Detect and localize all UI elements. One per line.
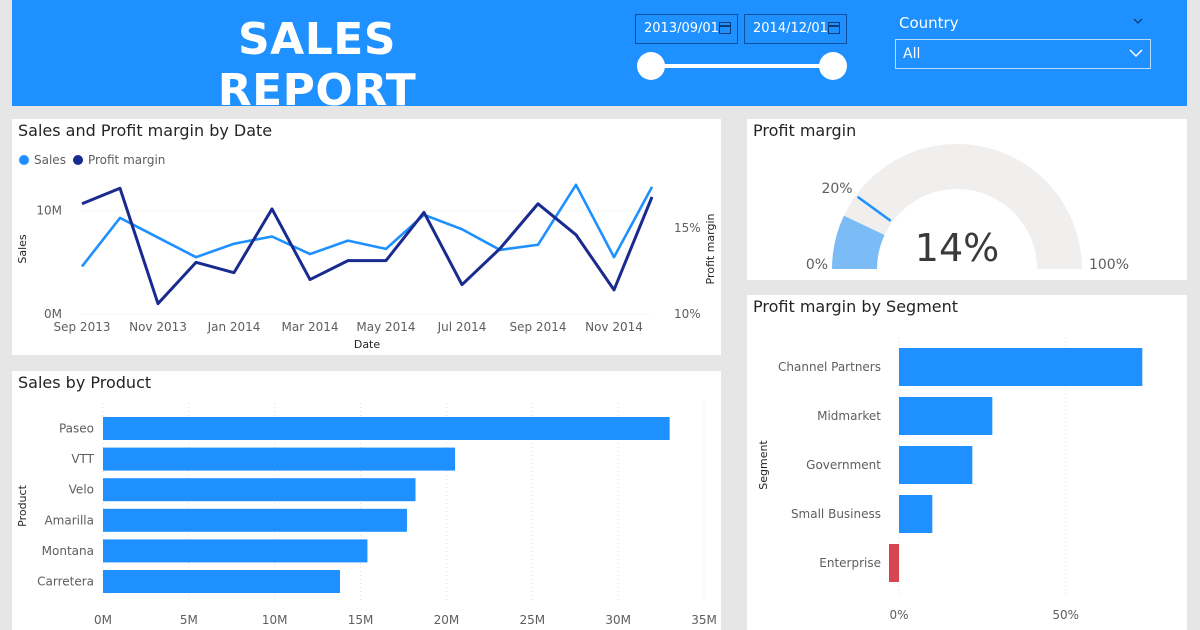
chevron-down-icon[interactable]: [1129, 48, 1143, 58]
category-label: Midmarket: [817, 409, 881, 423]
profit-margin-by-segment-chart: 0% 50% Channel Partners Midmarket Government…: [757, 337, 1143, 622]
gauge-value-arc: [832, 215, 885, 269]
segment-bar: [899, 446, 973, 484]
gauge-background-arc: [832, 144, 1082, 269]
panel-title: Profit margin by Segment: [753, 297, 959, 316]
category-label: VTT: [71, 452, 94, 466]
y-axis-title: Sales: [16, 234, 29, 264]
x-axis-tick-label: 15M: [348, 613, 374, 627]
y-axis-tick-label: 10M: [36, 204, 62, 218]
start-date-input[interactable]: 2013/09/01: [635, 14, 738, 44]
x-axis-tick-label: Nov 2013: [129, 320, 187, 334]
category-label: Paseo: [59, 422, 94, 436]
date-range-slider-track[interactable]: [651, 64, 833, 68]
category-label: Enterprise: [819, 556, 881, 570]
x-axis-tick-label: 50%: [1052, 608, 1079, 622]
product-bar: [103, 570, 340, 593]
segment-bar: [899, 348, 1143, 386]
x-axis-tick-label: Sep 2013: [54, 320, 111, 334]
x-axis-tick-label: 0%: [889, 608, 908, 622]
profit-margin-series-line: [81, 186, 654, 306]
profit-margin-by-segment-panel: Profit margin by Segment 0% 50% Channel Pa…: [747, 295, 1187, 630]
sales-profit-line-panel: Sales and Profit margin by Date Sales Pr…: [12, 119, 721, 355]
country-selected-value: All: [903, 46, 921, 62]
x-axis-tick-label: May 2014: [356, 320, 415, 334]
gauge-value-label: 14%: [915, 226, 999, 270]
segment-bar: [899, 495, 933, 533]
x-axis-tick-label: 35M: [691, 613, 717, 627]
x-axis-tick-label: Mar 2014: [282, 320, 339, 334]
gauge-target-label: 20%: [821, 181, 852, 197]
country-filter-label: Country: [899, 14, 959, 32]
x-axis-tick-label: Nov 2014: [585, 320, 643, 334]
product-bar: [103, 539, 368, 563]
header-bar: SALES REPORT: [12, 0, 1187, 116]
product-bar: [103, 447, 456, 471]
sales-series-line: [80, 183, 654, 268]
product-bar: [103, 508, 407, 532]
category-label: Carretera: [37, 575, 94, 589]
calendar-icon[interactable]: [719, 22, 731, 34]
legend-item-profit-margin[interactable]: Profit margin: [72, 153, 166, 167]
x-axis-tick-label: 30M: [605, 613, 631, 627]
gauge-target-marker: [856, 195, 892, 222]
product-bar: [103, 417, 670, 440]
chevron-down-icon[interactable]: [1133, 16, 1143, 26]
x-axis-tick-label: Jul 2014: [437, 320, 487, 334]
product-bar: [103, 478, 416, 502]
y-axis-title: Segment: [757, 440, 770, 490]
x-axis-tick-label: Jan 2014: [207, 320, 261, 334]
x-axis-tick-label: 20M: [434, 613, 460, 627]
category-label: Small Business: [791, 507, 881, 521]
y2-axis-title: Profit margin: [704, 213, 717, 284]
y2-axis-tick-label: 10%: [674, 307, 701, 321]
panel-title: Sales by Product: [18, 373, 152, 392]
calendar-icon[interactable]: [828, 22, 840, 34]
date-range-end-handle[interactable]: [819, 52, 847, 80]
y-axis-title: Product: [16, 484, 29, 526]
gauge-max-label: 100%: [1089, 257, 1129, 273]
sales-by-product-chart: 0M 5M 10M 15M 20M 25M 30M 35M Paseo VTT Velo Amaril…: [16, 403, 717, 627]
legend-dot: [19, 155, 29, 165]
x-axis-tick-label: 10M: [262, 613, 288, 627]
legend-label: Sales: [34, 153, 66, 167]
legend-item-sales[interactable]: Sales: [19, 153, 66, 167]
y-axis-tick-label: 0M: [44, 307, 62, 321]
category-label: Velo: [69, 483, 94, 497]
category-label: Government: [806, 458, 881, 472]
legend-dot: [72, 155, 83, 165]
segment-bar: [899, 397, 993, 435]
gauge-min-label: 0%: [806, 257, 828, 273]
sales-by-product-panel: Sales by Product 0M 5M 10M 15M 20M 25M 30M 35M P…: [12, 371, 721, 630]
profit-margin-gauge-panel: Profit margin 14% 0% 100% 20%: [747, 119, 1187, 280]
legend-label: Profit margin: [87, 153, 166, 167]
segment-bar: [889, 544, 899, 582]
x-axis-tick-label: Sep 2014: [510, 320, 567, 334]
x-axis-tick-label: 0M: [94, 613, 112, 627]
end-date-value: 2014/12/01: [753, 21, 828, 36]
end-date-input[interactable]: 2014/12/01: [744, 14, 847, 44]
report-title: SALES REPORT: [217, 14, 417, 116]
category-label: Amarilla: [44, 513, 94, 527]
category-label: Montana: [42, 544, 94, 558]
x-axis-tick-label: 5M: [180, 613, 198, 627]
country-dropdown[interactable]: All: [895, 39, 1151, 69]
x-axis-tick-label: 25M: [519, 613, 545, 627]
start-date-value: 2013/09/01: [644, 21, 719, 36]
date-range-start-handle[interactable]: [637, 52, 665, 80]
category-label: Channel Partners: [778, 360, 881, 374]
panel-title: Profit margin: [753, 121, 857, 140]
x-axis-title: Date: [354, 338, 381, 351]
panel-title: Sales and Profit margin by Date: [18, 121, 273, 140]
profit-margin-gauge: 14% 0% 100% 20%: [806, 144, 1129, 273]
sales-profit-line-chart: 0M 10M 10% 15% Sep 2013 Nov 2013 Jan 2014 Mar 2…: [16, 183, 717, 351]
chart-legend: Sales Profit margin: [19, 153, 172, 167]
y2-axis-tick-label: 15%: [674, 221, 701, 235]
